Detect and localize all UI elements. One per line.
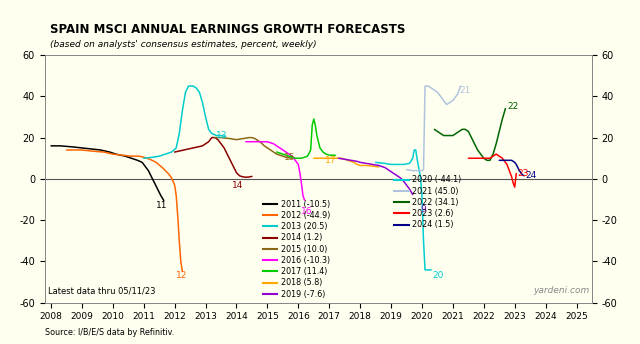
Text: 15: 15	[284, 153, 296, 162]
Text: (based on analysts' consensus estimates, percent, weekly): (based on analysts' consensus estimates,…	[51, 40, 317, 49]
Text: 20: 20	[433, 271, 444, 280]
Text: 9: 9	[420, 205, 426, 214]
Text: 12: 12	[176, 271, 188, 280]
Legend: 2020 (-44.1), 2021 (45.0), 2022 (34.1), 2023 (2.6), 2024 (1.5): 2020 (-44.1), 2021 (45.0), 2022 (34.1), …	[394, 175, 461, 229]
Text: yardeni.com: yardeni.com	[533, 286, 589, 295]
Text: Source: I/B/E/S data by Refinitiv.: Source: I/B/E/S data by Refinitiv.	[45, 328, 174, 337]
Text: Latest data thru 05/11/23: Latest data thru 05/11/23	[47, 286, 155, 295]
Text: 14: 14	[232, 181, 243, 190]
Text: 22: 22	[507, 102, 518, 111]
Text: 21: 21	[459, 86, 470, 95]
Text: 23: 23	[518, 169, 529, 178]
Text: SPAIN MSCI ANNUAL EARNINGS GROWTH FORECASTS: SPAIN MSCI ANNUAL EARNINGS GROWTH FORECA…	[51, 23, 406, 36]
Text: 17: 17	[324, 156, 336, 165]
Text: 13: 13	[216, 131, 228, 140]
Text: 24: 24	[525, 171, 537, 180]
Text: 16: 16	[301, 207, 313, 216]
Text: 11: 11	[156, 201, 168, 210]
